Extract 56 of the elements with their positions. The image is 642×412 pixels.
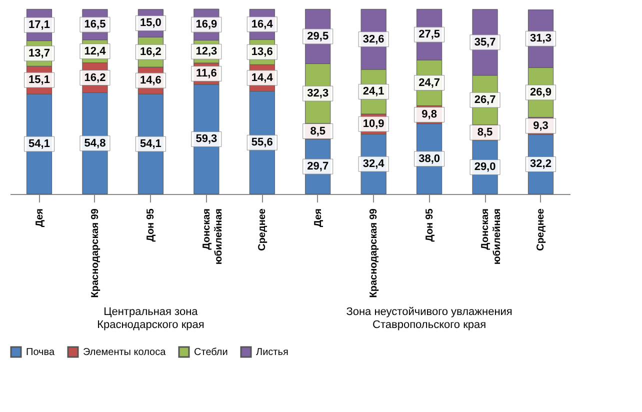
data-label: 35,7 [474,36,496,48]
data-label: 54,8 [84,137,106,150]
data-label: 26,7 [474,94,496,106]
text: Зона неустойчивого увлажнения Ставропольского края [346,306,512,331]
data-label: 9,8 [422,108,437,121]
x-tick-label: Донская юбилейная [480,208,504,265]
data-label: 59,3 [196,133,218,146]
data-label: 32,6 [362,33,384,46]
x-tick-label: Дея [312,208,324,228]
legend-label: Листья [256,347,288,358]
data-label: 38,0 [418,152,440,165]
data-label: 29,0 [474,161,496,174]
x-tick-label: Дон 95 [146,208,157,242]
data-label: 54,1 [28,138,50,150]
x-tick-label: Донская юбилейная [201,208,224,265]
data-label: 15,0 [140,17,162,30]
data-label: 55,6 [251,136,273,149]
x-tick-label: Краснодарская 99 [368,208,380,298]
data-label: 8,5 [477,126,493,139]
data-label: 24,7 [418,76,440,89]
data-label: 26,9 [530,86,552,98]
data-label: 16,2 [140,46,162,58]
x-tick-label: Среднее [536,208,547,251]
x-tick-label: Дон 95 [424,208,436,242]
data-label: 9,3 [533,120,548,132]
x-tick-label: Среднее [257,208,268,251]
legend-label: Стебли [194,347,228,358]
data-label: 16,9 [196,18,218,31]
data-label: 15,1 [28,74,50,86]
data-label: 13,6 [251,46,273,58]
data-label: 14,4 [251,72,274,84]
data-label: 32,2 [530,158,552,170]
data-label: 12,4 [84,45,107,58]
data-label: 14,6 [140,74,162,87]
data-label: 29,7 [307,160,329,173]
data-label: 10,9 [362,118,384,130]
data-label: 27,5 [418,28,440,41]
data-label: 16,4 [251,18,274,30]
data-label: 32,4 [362,158,386,170]
legend-label: Элементы колоса [83,347,166,358]
text: Центральная зона Краснодарского края [97,306,204,331]
data-label: 16,2 [84,72,106,84]
data-label: 12,3 [196,46,218,58]
data-label: 11,6 [196,68,217,80]
data-label: 29,5 [307,30,329,42]
data-label: 54,1 [140,138,162,150]
data-label: 31,3 [530,32,552,45]
x-tick-label: Дея [34,208,46,228]
data-label: 24,1 [362,86,384,98]
data-label: 8,5 [310,125,326,138]
x-tick-label: Краснодарская 99 [90,208,101,298]
legend-label: Почва [26,347,55,358]
data-label: 16,5 [84,18,106,31]
data-label: 13,7 [28,47,50,60]
data-label: 17,1 [28,18,50,31]
data-label: 32,3 [307,88,329,100]
